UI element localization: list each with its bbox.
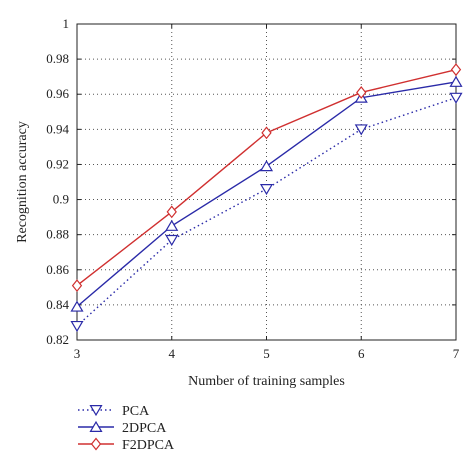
series-2dpca — [70, 75, 463, 312]
data-point-f2dpca — [71, 279, 83, 293]
data-point-2dpca — [259, 160, 274, 172]
data-point-2dpca — [449, 75, 463, 87]
legend-item-pca: PCA — [78, 404, 150, 419]
x-axis-ticks: 3 4 5 6 7 — [74, 24, 460, 361]
legend: PCA 2DPCA F2DPCA — [78, 404, 175, 453]
y-tick-label: 0.82 — [46, 332, 69, 347]
legend-marker — [90, 437, 102, 451]
y-axis-ticks: 0.82 0.84 0.86 0.88 0.9 0.92 0.94 0.96 0.98 1 — [46, 16, 456, 347]
data-point-pca — [165, 234, 179, 247]
y-axis-label: Recognition accuracy — [15, 121, 30, 243]
x-tick-label: 5 — [263, 346, 270, 361]
y-tick-label: 0.94 — [46, 121, 69, 136]
legend-item-f2dpca: F2DPCA — [78, 437, 175, 453]
data-point-pca — [354, 124, 368, 136]
y-tick-label: 0.92 — [46, 156, 69, 171]
data-point-f2dpca — [261, 126, 272, 140]
x-tick-label: 4 — [169, 346, 176, 361]
y-tick-label: 1 — [63, 16, 70, 31]
data-point-pca — [259, 184, 274, 196]
legend-marker — [89, 405, 103, 417]
legend-marker — [89, 420, 103, 432]
series-group — [70, 63, 463, 333]
y-tick-label: 0.84 — [46, 297, 69, 312]
x-tick-label: 6 — [358, 346, 365, 361]
x-tick-label: 7 — [453, 346, 460, 361]
data-point-f2dpca — [356, 86, 367, 99]
series-line-f2dpca — [76, 68, 457, 287]
data-point-f2dpca — [450, 63, 462, 77]
x-tick-label: 3 — [74, 346, 81, 361]
y-tick-label: 0.96 — [46, 86, 69, 101]
legend-item-2dpca: 2DPCA — [78, 420, 167, 436]
data-point-f2dpca — [166, 205, 177, 219]
grid-lines — [77, 24, 456, 340]
series-pca — [70, 92, 463, 333]
y-tick-label: 0.9 — [53, 192, 69, 207]
x-axis-label: Number of training samples — [188, 374, 345, 389]
series-f2dpca — [71, 63, 462, 293]
legend-label: F2DPCA — [122, 438, 175, 453]
y-tick-label: 0.88 — [46, 227, 69, 242]
y-tick-label: 0.86 — [46, 262, 69, 277]
data-point-2dpca — [70, 300, 84, 312]
data-point-pca — [70, 320, 84, 333]
y-tick-label: 0.98 — [46, 51, 69, 66]
legend-label: PCA — [122, 404, 150, 419]
legend-label: 2DPCA — [122, 421, 167, 436]
data-point-pca — [449, 92, 463, 104]
data-point-2dpca — [165, 219, 179, 231]
